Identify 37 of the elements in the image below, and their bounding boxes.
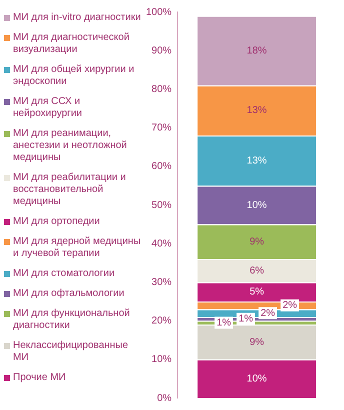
legend-label: МИ для ССХ и нейрохирургии (13, 96, 83, 120)
data-label: 9% (250, 236, 264, 248)
data-label: 2% (260, 308, 276, 319)
legend-label: МИ для ортопедии (13, 216, 100, 228)
legend-label: Прочие МИ (13, 372, 66, 384)
data-label: 2% (282, 300, 298, 312)
y-tick-label: 90% (152, 45, 172, 56)
legend-label: МИ для диагностической визуализации (13, 32, 130, 56)
data-label: 5% (250, 286, 264, 298)
data-label: 10% (246, 200, 267, 211)
legend-label: МИ для офтальмологии (13, 288, 124, 300)
y-tick-label: 40% (152, 238, 172, 250)
y-tick-label: 0% (157, 392, 172, 404)
y-tick-label: 50% (152, 200, 172, 211)
legend-label: МИ для стоматологии (13, 268, 115, 280)
y-tick-label: 80% (152, 84, 172, 95)
y-tick-label: 100% (146, 6, 172, 18)
y-tick-label: 70% (152, 122, 172, 134)
legend-label: МИ для in-vitro диагностики (13, 12, 141, 24)
legend-label: Неклассифицированные МИ (13, 340, 130, 364)
legend-label: МИ для реанимации, анестезии и неотложной медицины (13, 128, 128, 164)
data-label: 18% (246, 45, 267, 56)
y-tick-label: 30% (152, 276, 172, 288)
y-tick-label: 10% (152, 354, 172, 366)
data-label: 9% (250, 336, 264, 348)
data-label: 13% (246, 155, 267, 166)
legend-label: МИ для функциональной диагностики (13, 308, 131, 332)
data-label: 6% (250, 265, 264, 276)
y-tick-label: 60% (152, 161, 172, 172)
data-label: 1% (238, 314, 254, 325)
legend-label: МИ для ядерной медицины и лучевой терапии (13, 236, 142, 260)
data-label: 10% (246, 373, 267, 384)
legend-label: МИ для реабилитации и восстановительной медицины (13, 172, 127, 208)
data-label: 1% (216, 317, 232, 328)
legend-label: МИ для общей хирургии и эндоскопии (13, 64, 136, 88)
y-tick-label: 20% (152, 316, 172, 327)
data-label: 13% (246, 105, 267, 116)
